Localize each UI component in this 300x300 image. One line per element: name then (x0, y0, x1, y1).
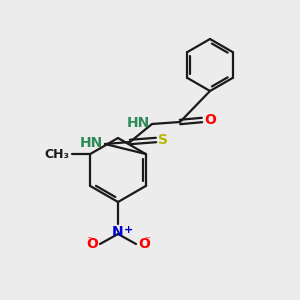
Text: S: S (158, 133, 168, 147)
Text: ⁻: ⁻ (86, 235, 92, 245)
Text: CH₃: CH₃ (44, 148, 69, 160)
Text: HN: HN (80, 136, 103, 150)
Text: O: O (204, 113, 216, 127)
Text: +: + (124, 225, 133, 235)
Text: HN: HN (127, 116, 150, 130)
Text: N: N (112, 225, 124, 239)
Text: O: O (138, 237, 150, 251)
Text: O: O (86, 237, 98, 251)
Text: ⁻: ⁻ (144, 235, 150, 245)
